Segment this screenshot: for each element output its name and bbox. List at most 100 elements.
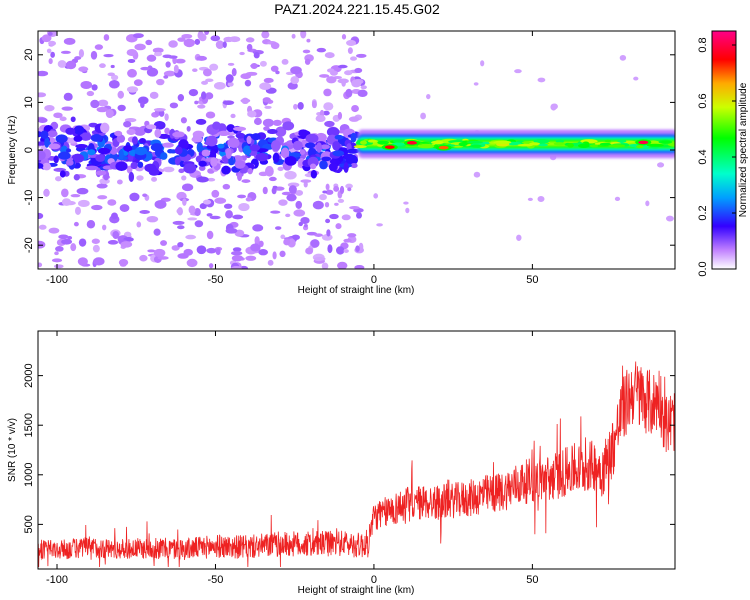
heatmap-cell [107,72,115,77]
heatmap-cell [177,241,184,248]
heatmap-cell [127,58,136,63]
heatmap-cell [255,153,269,162]
heatmap-cell [131,136,138,145]
heatmap-cell [139,210,150,214]
heatmap-cell [192,68,198,72]
heatmap-cell [187,217,198,221]
heatmap-cell [304,142,316,149]
heatmap-cell [373,193,379,199]
heatmap-cell [47,31,53,36]
heatmap-cell [599,142,611,146]
heatmap-cell [57,60,67,68]
x-tick-label: -50 [208,274,224,286]
heatmap-cell [316,142,323,153]
heatmap-cell [295,189,304,196]
heatmap-cell [90,99,100,109]
heatmap-cell [38,163,44,169]
heatmap-cell [225,210,233,219]
heatmap-cell [188,205,196,215]
heatmap-cell [347,148,360,154]
heatmap-cell [307,156,319,168]
heatmap-cell [90,50,98,60]
heatmap-cell [205,111,216,119]
heatmap-cell [263,126,270,131]
heatmap-cell [272,251,277,260]
heatmap-cell [247,167,253,175]
heatmap-cell [350,163,358,169]
heatmap-cell [198,160,207,167]
heatmap-cell [458,142,468,147]
heatmap-cell [493,140,512,145]
heatmap-cell [645,200,650,207]
heatmap-cell [116,134,126,143]
heatmap-cell [53,112,63,119]
heatmap-cell [285,213,291,218]
heatmap-cell [254,117,262,126]
heatmap-cell [153,228,161,236]
heatmap-cell [146,215,159,223]
x-tick-label: -100 [46,574,68,586]
heatmap-cell [290,76,300,85]
heatmap-cell [65,127,76,135]
heatmap-cell [145,39,153,46]
heatmap-cell [78,49,85,58]
heatmap-cell [206,213,213,217]
heatmap-cell [120,241,133,248]
heatmap-cell [133,79,143,86]
heatmap-cell [105,109,114,119]
heatmap-cell [100,122,110,134]
heatmap-cell [42,162,52,171]
x-tick-label: 50 [526,574,538,586]
heatmap-cell [231,254,244,262]
heatmap-cell [636,144,644,149]
heatmap-y-axis-label: Frequency (Hz) [7,116,18,185]
heatmap-x-ticks: -100 -50 0 50 [46,31,539,286]
heatmap-cell [191,136,203,143]
heatmap-cell [181,33,193,39]
heatmap-cell [38,70,49,77]
heatmap-cell [177,225,185,230]
heatmap-cell [305,247,313,255]
heatmap-cell [199,203,207,210]
heatmap-cell [163,70,176,77]
heatmap-cell [309,163,317,170]
heatmap-cell [254,236,260,246]
heatmap-cell [73,125,85,135]
heatmap-cell [178,139,189,150]
y-tick-label: 1000 [23,463,35,487]
heatmap-cell [341,214,351,221]
snr-x-ticks: -100 -50 0 50 [46,331,539,586]
heatmap-cell [405,207,410,214]
heatmap-cell [262,118,274,128]
heatmap-cell [178,168,185,174]
heatmap-cell [188,89,199,97]
heatmap-cell [76,187,89,195]
heatmap-cell [334,202,339,206]
heatmap-cell [227,81,234,87]
heatmap-cell [392,139,406,143]
heatmap-cell [142,193,148,198]
heatmap-cell [148,167,160,176]
colorbar-tick-label: 0.6 [697,93,709,108]
heatmap-cell [54,251,59,256]
heatmap-cell [323,102,334,111]
heatmap-cell [129,192,140,202]
heatmap-cell [171,245,180,251]
heatmap-cell [96,183,108,189]
heatmap-cell [291,33,296,39]
heatmap-cell [38,212,44,219]
heatmap-cell [347,233,357,238]
heatmap-cell [74,206,81,215]
heatmap-cell [44,104,55,112]
heatmap-cell [111,212,118,220]
snr-y-ticks: 500 1000 1500 2000 [23,363,675,534]
heatmap-cell [288,185,297,194]
heatmap-cell [48,143,61,150]
heatmap-cell [247,110,257,118]
heatmap-cell [297,101,304,110]
heatmap-cell [319,160,328,170]
heatmap-cell [73,135,83,142]
heatmap-y-ticks: -20 -10 0 10 20 [23,49,675,253]
heatmap-cell [85,165,99,171]
heatmap-cell [367,140,377,143]
